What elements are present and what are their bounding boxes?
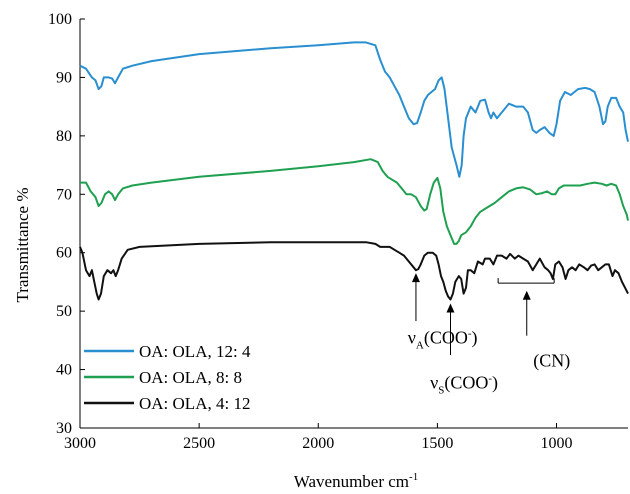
annotation-arrowhead-2 <box>446 303 455 313</box>
annotation-label-3: (CN) <box>533 351 570 372</box>
plot-area <box>79 19 628 429</box>
y-axis-title: Transmittance % <box>13 187 32 302</box>
x-tick-label: 2500 <box>183 435 215 452</box>
annotation-label-1: νA(COO-) <box>408 327 478 351</box>
series-line-2 <box>80 158 629 245</box>
legend-label-2: OA: OLA, 8: 8 <box>139 368 242 387</box>
x-axis-title-superscript: -1 <box>409 471 418 483</box>
y-tick-label: 60 <box>56 245 72 262</box>
series-lines <box>79 41 629 301</box>
x-tick-label: 1500 <box>421 435 453 452</box>
x-axis-ticks: 3000 2500 2000 1500 1000 <box>64 423 573 452</box>
series-line-3 <box>79 241 629 301</box>
y-axis-ticks: 30 40 50 60 70 80 90 100 <box>48 11 85 437</box>
legend-label-1: OA: OLA, 12: 4 <box>139 342 251 361</box>
series-line-1 <box>79 41 629 178</box>
x-tick-label: 3000 <box>64 435 96 452</box>
y-tick-label: 30 <box>56 420 72 437</box>
x-axis-title: Wavenumber cm-1 <box>294 471 418 491</box>
annotation-arrowhead-3 <box>522 290 531 300</box>
annotation-label-2: νS(COO-) <box>430 372 498 396</box>
peak-annotations: νA(COO-) νS(COO-) (CN) <box>408 273 570 396</box>
y-tick-label: 70 <box>56 186 72 203</box>
y-tick-label: 100 <box>48 11 72 28</box>
y-tick-label: 90 <box>56 69 72 86</box>
legend: OA: OLA, 12: 4 OA: OLA, 8: 8 OA: OLA, 4: 1… <box>84 342 251 413</box>
annotation-arrowhead-1 <box>411 273 420 283</box>
x-tick-label: 1000 <box>541 435 573 452</box>
y-tick-label: 40 <box>56 362 72 379</box>
y-tick-label: 50 <box>56 303 72 320</box>
y-tick-label: 80 <box>56 128 72 145</box>
legend-label-3: OA: OLA, 4: 12 <box>139 394 250 413</box>
x-tick-label: 2000 <box>302 435 334 452</box>
x-axis-title-text: Wavenumber cm <box>294 472 409 491</box>
